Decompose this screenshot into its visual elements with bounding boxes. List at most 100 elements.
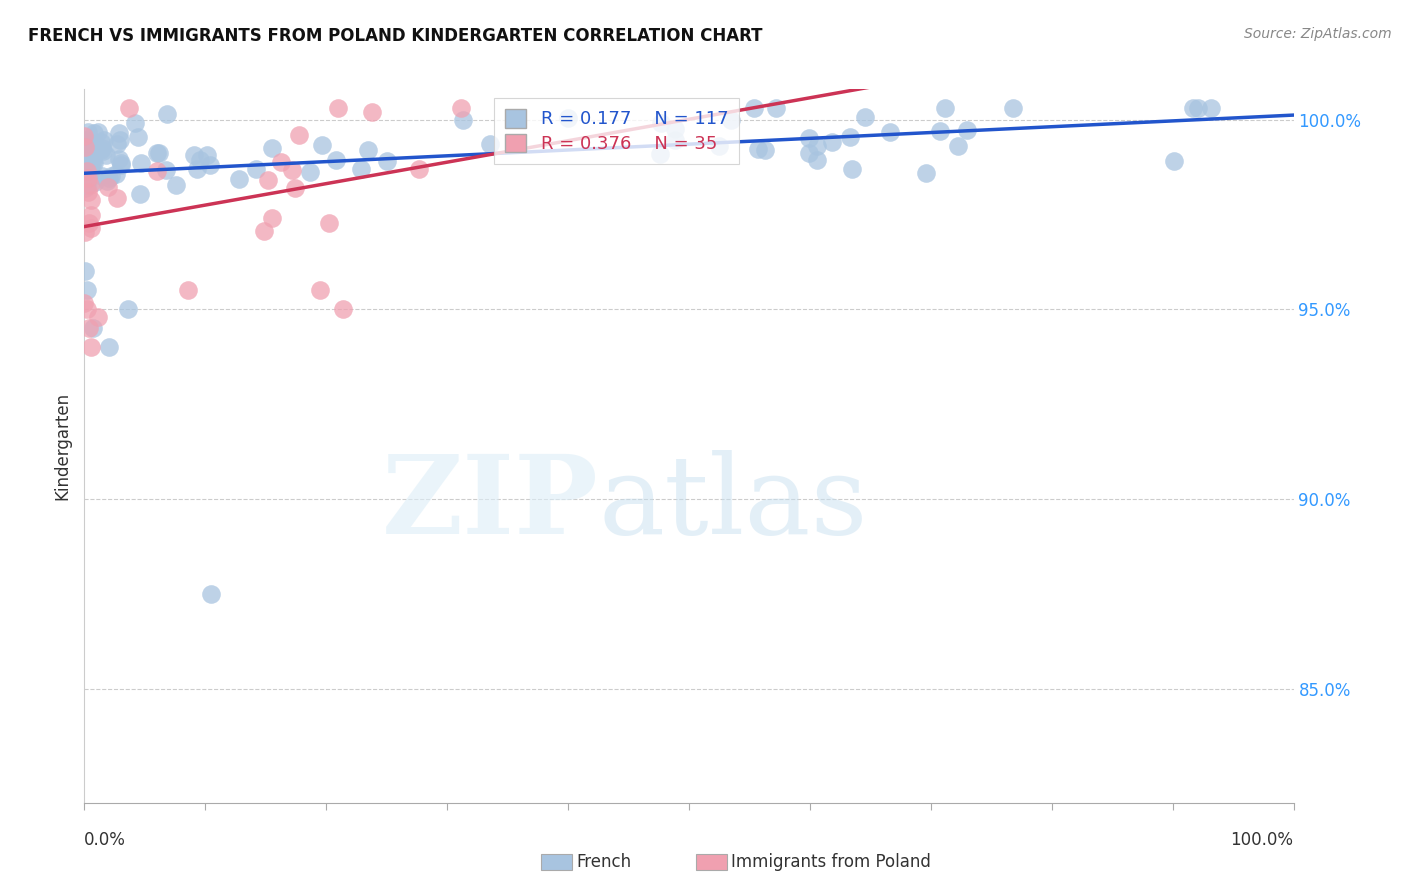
Point [270,155,292,169]
Point [245,161,267,176]
Point [118,101,141,115]
Point [83,156,105,170]
Text: French: French [576,853,631,871]
Point [145,164,167,178]
Point [1182,101,1205,115]
Point [839,129,862,144]
Point [350,161,373,176]
Point [156,107,179,121]
Point [260,141,283,155]
Point [76,125,98,139]
Point [765,101,787,115]
Point [879,125,901,139]
Point [1002,101,1025,115]
Point [80,208,103,222]
Point [76,138,98,153]
Point [451,113,474,128]
Point [1163,153,1185,168]
Point [91,169,114,183]
Point [288,128,311,143]
Point [821,135,844,149]
Point [79,156,101,170]
Point [75,225,97,239]
Point [124,116,146,130]
Point [256,172,278,186]
Point [77,321,100,335]
Point [96,174,118,188]
Point [79,178,101,192]
Point [79,221,101,235]
Point [806,138,828,153]
Point [77,216,100,230]
Point [87,310,110,324]
Point [720,113,742,128]
Text: Immigrants from Poland: Immigrants from Poland [731,853,931,871]
Point [281,162,304,177]
Point [97,180,120,194]
Point [79,139,101,153]
Point [450,101,472,115]
Point [155,163,177,178]
Point [75,143,97,157]
Point [946,139,969,153]
Point [79,167,101,181]
Point [76,169,98,184]
Point [195,148,218,162]
Point [198,158,221,172]
Point [83,145,105,159]
Point [73,295,96,310]
Point [76,164,98,178]
Point [94,148,117,162]
Point [73,140,96,154]
Point [357,143,380,157]
Point [650,116,672,130]
Point [742,101,765,115]
Point [145,145,167,160]
Point [747,142,769,156]
Point [77,138,100,153]
Point [73,162,96,177]
Point [82,153,104,167]
Point [117,302,139,317]
Point [107,126,129,140]
Point [76,142,98,156]
Point [298,165,321,179]
Point [311,138,333,153]
Point [361,105,384,120]
Point [797,131,820,145]
Point [73,134,96,148]
Point [806,153,828,167]
Point [80,193,103,207]
Point [73,264,96,278]
Point [108,153,131,167]
Point [73,147,96,161]
Point [100,169,122,183]
Point [75,140,97,154]
Point [326,101,349,115]
Point [1199,101,1222,115]
Point [73,180,96,194]
Point [76,174,98,188]
Point [75,148,97,162]
Text: 100.0%: 100.0% [1230,831,1294,849]
Point [93,134,115,148]
Point [77,185,100,199]
Point [105,190,128,204]
Point [253,225,276,239]
Point [76,140,98,154]
Point [73,161,96,176]
Point [841,161,863,176]
Point [76,178,98,193]
Point [91,144,114,158]
Point [110,158,132,172]
Point [80,158,103,172]
Point [77,146,100,161]
Point [127,130,149,145]
Point [375,153,398,168]
Point [186,162,208,177]
Point [128,187,150,202]
Point [557,111,579,125]
Point [76,302,98,317]
Point [318,215,340,229]
Point [76,284,98,298]
